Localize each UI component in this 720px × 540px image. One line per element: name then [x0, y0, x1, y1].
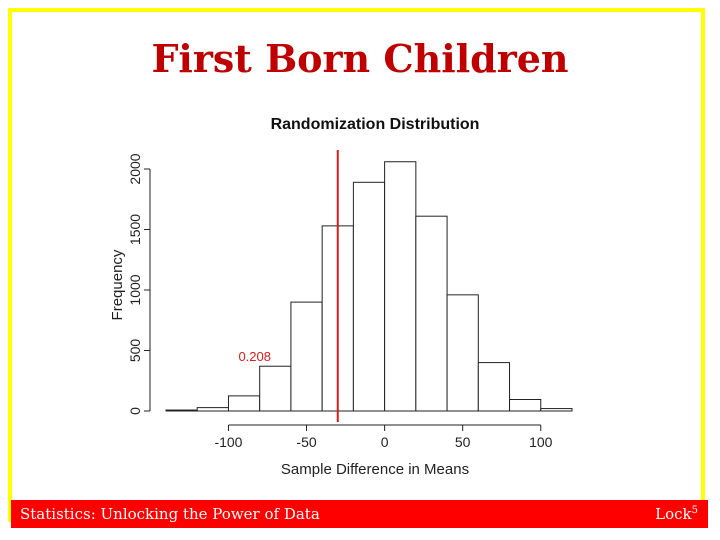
- y-tick-label: 500: [127, 339, 143, 363]
- x-tick-label: 50: [455, 434, 471, 450]
- y-tick-label: 1500: [127, 214, 143, 245]
- x-axis-label: Sample Difference in Means: [281, 461, 469, 478]
- slide-title: First Born Children: [151, 36, 569, 81]
- histogram-bar: [540, 408, 573, 412]
- histogram-bar: [227, 395, 261, 412]
- histogram-bar: [446, 294, 479, 412]
- footer-brand-name: Lock: [655, 505, 692, 523]
- histogram-bar: [196, 407, 229, 412]
- histogram-bar: [384, 161, 417, 412]
- x-tick-label: 100: [529, 434, 553, 450]
- footer-text: Statistics: Unlocking the Power of Data: [20, 505, 320, 523]
- histogram-bar: [165, 409, 198, 412]
- x-tick-label: -50: [296, 434, 316, 450]
- x-tick-label: -100: [214, 434, 242, 450]
- histogram-bar: [259, 365, 292, 412]
- histogram-bar: [290, 301, 323, 412]
- y-tick-label: 0: [127, 407, 143, 415]
- y-tick-label: 2000: [127, 153, 143, 184]
- y-axis-label: Frequency: [109, 249, 126, 320]
- y-tick-label: 1000: [127, 274, 143, 305]
- histogram-bar: [509, 399, 542, 412]
- histogram-bar: [477, 362, 511, 412]
- histogram-bar: [415, 215, 448, 412]
- footer-brand-superscript: 5: [691, 505, 698, 516]
- histogram-bar: [352, 181, 386, 412]
- annotation-label: 0.208: [238, 349, 271, 364]
- footer-bar: Statistics: Unlocking the Power of Data …: [11, 500, 708, 528]
- chart-title: Randomization Distribution: [271, 116, 480, 133]
- x-tick-label: 0: [381, 434, 389, 450]
- footer-brand: Lock5: [655, 505, 698, 523]
